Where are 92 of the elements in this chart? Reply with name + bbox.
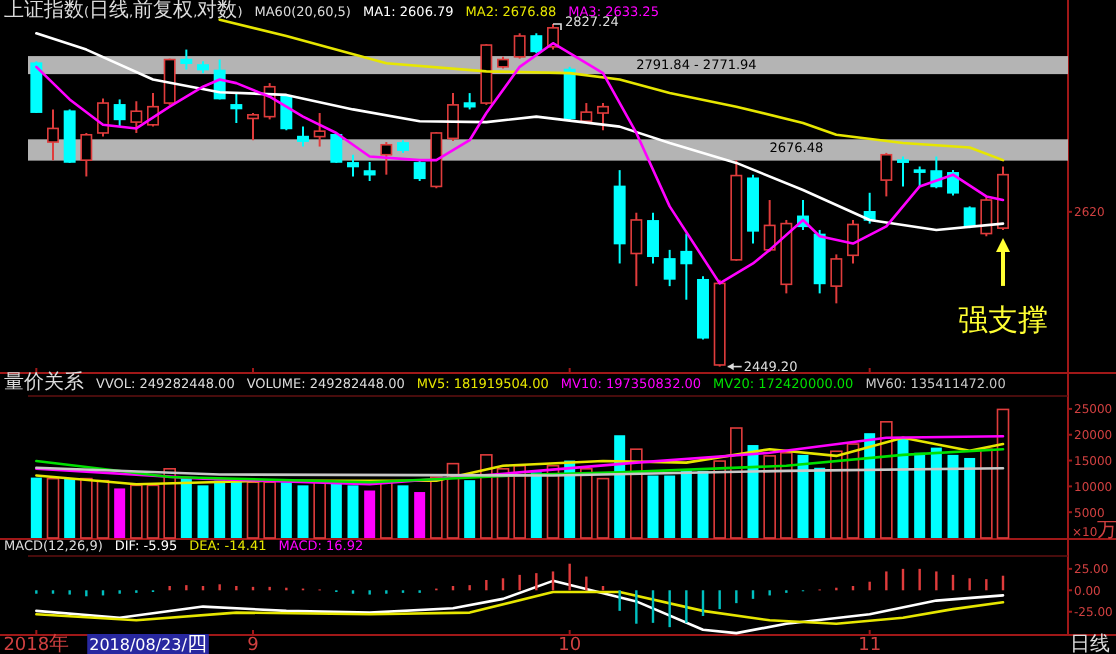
candlestick <box>447 92 459 143</box>
bar <box>697 470 709 538</box>
candlestick <box>80 131 93 178</box>
candlestick <box>130 100 143 134</box>
bar <box>246 481 260 539</box>
bar <box>596 477 610 539</box>
bar <box>780 452 793 539</box>
bar <box>680 470 692 538</box>
bar <box>163 468 176 539</box>
bar <box>864 433 876 538</box>
bar <box>664 475 676 538</box>
bar <box>964 457 976 538</box>
bar <box>330 483 342 538</box>
bar <box>297 485 309 538</box>
line-series <box>35 590 1005 626</box>
text: 日线 <box>1070 632 1110 654</box>
bar <box>180 477 192 538</box>
bar <box>263 481 276 539</box>
candlestick <box>330 131 343 164</box>
candlestick <box>380 141 393 176</box>
bar <box>580 468 593 539</box>
bar <box>480 454 493 539</box>
bar <box>214 480 226 538</box>
line-series <box>35 579 1005 635</box>
x-tick-label: 11 <box>858 636 882 654</box>
bar <box>947 454 959 538</box>
candlestick <box>113 98 126 128</box>
candlestick <box>913 165 926 188</box>
candlestick <box>363 160 376 182</box>
bar <box>980 448 993 539</box>
bar <box>430 476 443 539</box>
candlestick <box>663 248 676 288</box>
text: 2018/08/23/四 <box>89 634 207 654</box>
candlestick <box>313 112 326 148</box>
candlestick <box>347 153 359 178</box>
candlestick <box>230 92 243 124</box>
candlestick <box>980 195 993 238</box>
bar <box>146 484 160 539</box>
bar <box>397 485 409 538</box>
bar <box>414 492 426 538</box>
bar <box>647 475 659 538</box>
x-tick-label: 2018年 <box>3 632 70 654</box>
bar <box>114 488 126 538</box>
candlestick <box>597 102 609 132</box>
candlestick <box>513 32 526 60</box>
candlestick <box>47 108 59 162</box>
candlestick <box>763 199 776 253</box>
bar <box>30 477 42 538</box>
bar <box>713 460 726 539</box>
bar <box>280 482 292 538</box>
bar <box>364 490 376 538</box>
bar <box>814 467 826 538</box>
candlestick <box>413 159 426 182</box>
bar <box>464 480 476 538</box>
line-series <box>35 447 1005 484</box>
bar <box>130 484 143 539</box>
candlestick <box>647 211 659 265</box>
candlestick <box>530 32 543 55</box>
candlestick <box>897 155 909 188</box>
bar <box>80 477 93 539</box>
bar <box>897 437 909 538</box>
candlestick <box>847 218 859 265</box>
bar <box>730 427 743 539</box>
bar <box>96 479 110 539</box>
bar <box>614 435 626 538</box>
bar <box>880 421 893 539</box>
bar <box>230 480 242 538</box>
bar <box>46 477 60 539</box>
bar <box>380 481 393 539</box>
candlestick <box>880 151 893 198</box>
bar <box>930 447 942 538</box>
candlestick <box>830 253 843 305</box>
bar <box>914 452 926 538</box>
annotation: 强支撑 <box>958 301 1048 338</box>
bar <box>996 408 1010 539</box>
bar <box>530 472 542 538</box>
bar <box>797 454 809 538</box>
x-tick-label: 9 <box>247 636 260 654</box>
bar <box>763 455 776 539</box>
bar <box>197 485 209 538</box>
bar <box>64 478 76 538</box>
candlestick <box>180 48 193 71</box>
x-tick-label: 10 <box>558 636 582 654</box>
candlestick <box>680 232 693 301</box>
chart-title: 量价关系 <box>4 370 84 394</box>
bar <box>347 485 359 538</box>
candlestick <box>247 112 259 142</box>
candlestick <box>297 125 309 148</box>
bar <box>513 464 526 539</box>
candlestick <box>97 97 109 138</box>
candlestick <box>630 211 643 288</box>
bar <box>313 481 326 539</box>
